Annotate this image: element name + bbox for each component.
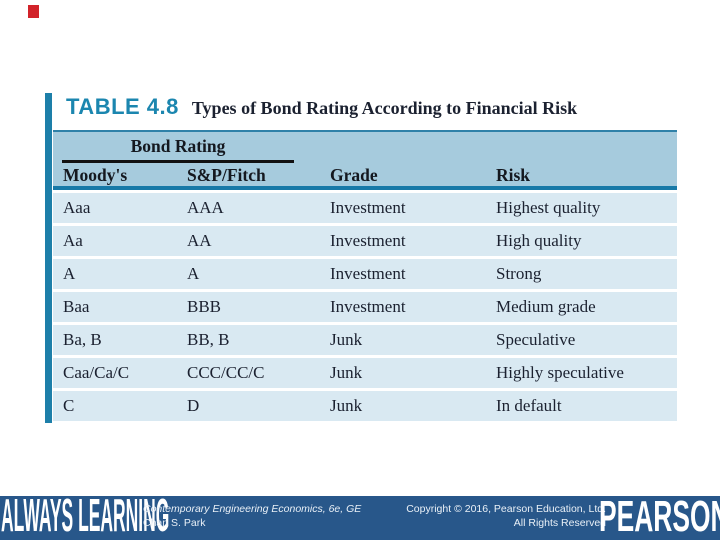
cell-risk: Speculative (496, 330, 576, 349)
table-row: Aaa AAA Investment Highest quality (53, 193, 677, 223)
footer-copyright-line1: Copyright © 2016, Pearson Education, Ltd… (406, 503, 606, 515)
cell-moodys: Aa (63, 231, 83, 250)
cell-sp-fitch: CCC/CC/C (187, 363, 265, 382)
column-header-sp-fitch: S&P/Fitch (187, 165, 266, 185)
footer-book-author: Chan S. Park (143, 517, 206, 529)
table-row: A A Investment Strong (53, 259, 677, 289)
column-header-grade: Grade (330, 165, 378, 185)
always-learning-wordmark: ALWAYS LEARNING (1, 489, 170, 540)
group-header-bond-rating: Bond Rating (130, 136, 226, 156)
footer-copyright: Copyright © 2016, Pearson Education, Ltd… (406, 502, 606, 530)
cell-moodys: Caa/Ca/C (63, 363, 130, 382)
table-caption: Types of Bond Rating According to Financ… (191, 98, 578, 118)
cell-grade: Junk (330, 363, 363, 382)
pearson-wordmark: PEARSON (599, 492, 720, 540)
footer-band: ALWAYS LEARNING Contemporary Engineering… (0, 492, 720, 540)
cell-sp-fitch: AA (187, 231, 212, 250)
table-row: Aa AA Investment High quality (53, 226, 677, 256)
cell-sp-fitch: BBB (187, 297, 222, 316)
footer-book-title: Contemporary Engineering Economics, 6e, … (143, 503, 362, 515)
cell-moodys: Baa (63, 297, 90, 316)
table-row: Baa BBB Investment Medium grade (53, 292, 677, 322)
cell-grade: Junk (330, 330, 363, 349)
cell-sp-fitch: D (187, 396, 200, 415)
cell-risk: Highest quality (496, 198, 601, 217)
table-title: TABLE 4.8 Types of Bond Rating According… (66, 94, 577, 120)
cell-risk: Highly speculative (496, 363, 624, 382)
cell-risk: Strong (496, 264, 542, 283)
cell-grade: Junk (330, 396, 363, 415)
table-header: Bond Rating Moody's S&P/Fitch Grade Risk (53, 130, 677, 190)
slide-red-marker (28, 5, 39, 18)
table-body: Aaa AAA Investment Highest quality Aa AA… (53, 193, 677, 421)
group-header-underline (62, 160, 294, 163)
footer-copyright-line2: All Rights Reserved (513, 517, 606, 529)
table-row: Ba, B BB, B Junk Speculative (53, 325, 677, 355)
table-row: Caa/Ca/C CCC/CC/C Junk Highly speculativ… (53, 358, 677, 388)
cell-moodys: Ba, B (63, 330, 102, 349)
table-number-label: TABLE 4.8 (66, 94, 179, 119)
cell-moodys: A (63, 264, 76, 283)
cell-risk: In default (496, 396, 562, 415)
column-header-risk: Risk (496, 165, 531, 185)
cell-sp-fitch: A (187, 264, 200, 283)
cell-grade: Investment (330, 297, 406, 316)
cell-grade: Investment (330, 264, 406, 283)
footer-book-info: Contemporary Engineering Economics, 6e, … (143, 502, 361, 530)
cell-grade: Investment (330, 231, 406, 250)
cell-sp-fitch: BB, B (187, 330, 230, 349)
cell-sp-fitch: AAA (187, 198, 224, 217)
cell-moodys: Aaa (63, 198, 91, 217)
bond-rating-table: Bond Rating Moody's S&P/Fitch Grade Risk… (53, 130, 677, 421)
table-row: C D Junk In default (53, 391, 677, 421)
column-header-moodys: Moody's (63, 165, 128, 185)
cell-moodys: C (63, 396, 75, 415)
cell-risk: High quality (496, 231, 582, 250)
cell-grade: Investment (330, 198, 406, 217)
accent-bar (45, 93, 52, 423)
cell-risk: Medium grade (496, 297, 596, 316)
